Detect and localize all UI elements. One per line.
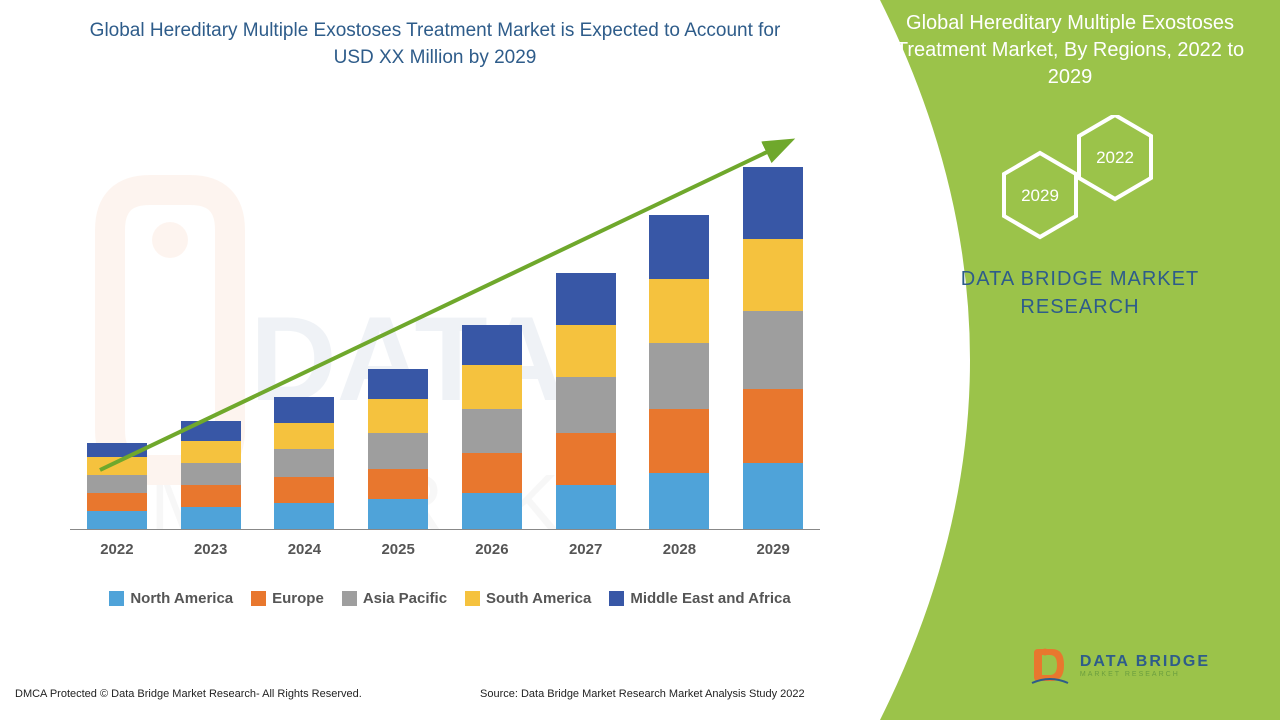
bar-2029 [743,167,803,529]
segment [743,463,803,529]
segment [368,469,428,499]
segment [649,279,709,343]
legend-item: South America [465,590,591,607]
segment [274,423,334,449]
x-label: 2023 [194,541,227,558]
segment [368,499,428,529]
segment [368,433,428,469]
segment [556,433,616,485]
segment [368,399,428,433]
x-label: 2028 [663,541,696,558]
bar-2027 [556,273,616,529]
legend-label: Europe [272,590,324,607]
segment [743,167,803,239]
legend-swatch [465,591,480,606]
right-panel: Global Hereditary Multiple Exostoses Tre… [840,0,1280,720]
bar-2028 [649,215,709,529]
right-panel-title: Global Hereditary Multiple Exostoses Tre… [880,10,1260,91]
segment [743,239,803,311]
legend-label: South America [486,590,591,607]
segment [274,397,334,423]
segment [368,369,428,399]
hexagon-badges: 2029 2022 [1000,115,1180,250]
segment [649,473,709,529]
segment [556,485,616,529]
legend-item: Middle East and Africa [609,590,790,607]
segment [556,325,616,377]
segment [274,449,334,477]
chart-title: Global Hereditary Multiple Exostoses Tre… [0,0,870,81]
bar-2024 [274,397,334,529]
hex-label-2022: 2022 [1096,148,1134,167]
x-label: 2027 [569,541,602,558]
bar-2023 [181,421,241,529]
legend-swatch [609,591,624,606]
legend-swatch [109,591,124,606]
segment [87,493,147,511]
legend-label: Middle East and Africa [630,590,790,607]
segment [649,409,709,473]
x-label: 2029 [756,541,789,558]
bar-2025 [368,369,428,529]
dmca-text: DMCA Protected © Data Bridge Market Rese… [15,688,362,700]
segment [274,477,334,503]
x-axis-labels: 2022 2023 2024 2025 2026 2027 2028 2029 [70,541,820,558]
segment [181,421,241,441]
segment [462,365,522,409]
legend-swatch [342,591,357,606]
chart-legend: North America Europe Asia Pacific South Ame… [60,590,840,607]
segment [87,457,147,475]
x-label: 2022 [100,541,133,558]
segment [556,273,616,325]
segment [462,325,522,365]
hex-label-2029: 2029 [1021,186,1059,205]
logo-text: DATA BRIDGE [1080,653,1210,671]
x-label: 2026 [475,541,508,558]
bar-2022 [87,443,147,529]
bars-container [70,130,820,530]
brand-name: DATA BRIDGE MARKET RESEARCH [930,265,1230,321]
segment [181,463,241,485]
segment [743,311,803,389]
segment [462,493,522,529]
logo-icon [1030,645,1070,685]
chart-area: 2022 2023 2024 2025 2026 2027 2028 2029 [60,100,830,570]
segment [87,475,147,493]
segment [462,409,522,453]
chart-panel: Global Hereditary Multiple Exostoses Tre… [0,0,870,720]
segment [181,485,241,507]
source-text: Source: Data Bridge Market Research Mark… [480,688,805,700]
segment [649,215,709,279]
segment [181,441,241,463]
segment [462,453,522,493]
segment [556,377,616,433]
legend-label: Asia Pacific [363,590,447,607]
right-bg-shape [840,0,1280,720]
bar-2026 [462,325,522,529]
segment [274,503,334,529]
segment [649,343,709,409]
segment [181,507,241,529]
legend-item: North America [109,590,233,607]
logo: DATA BRIDGE MARKET RESEARCH [1030,645,1210,685]
segment [87,443,147,457]
x-label: 2025 [381,541,414,558]
x-label: 2024 [288,541,321,558]
segment [743,389,803,463]
legend-swatch [251,591,266,606]
legend-label: North America [130,590,233,607]
legend-item: Asia Pacific [342,590,447,607]
segment [87,511,147,529]
logo-subtext: MARKET RESEARCH [1080,671,1210,678]
legend-item: Europe [251,590,324,607]
